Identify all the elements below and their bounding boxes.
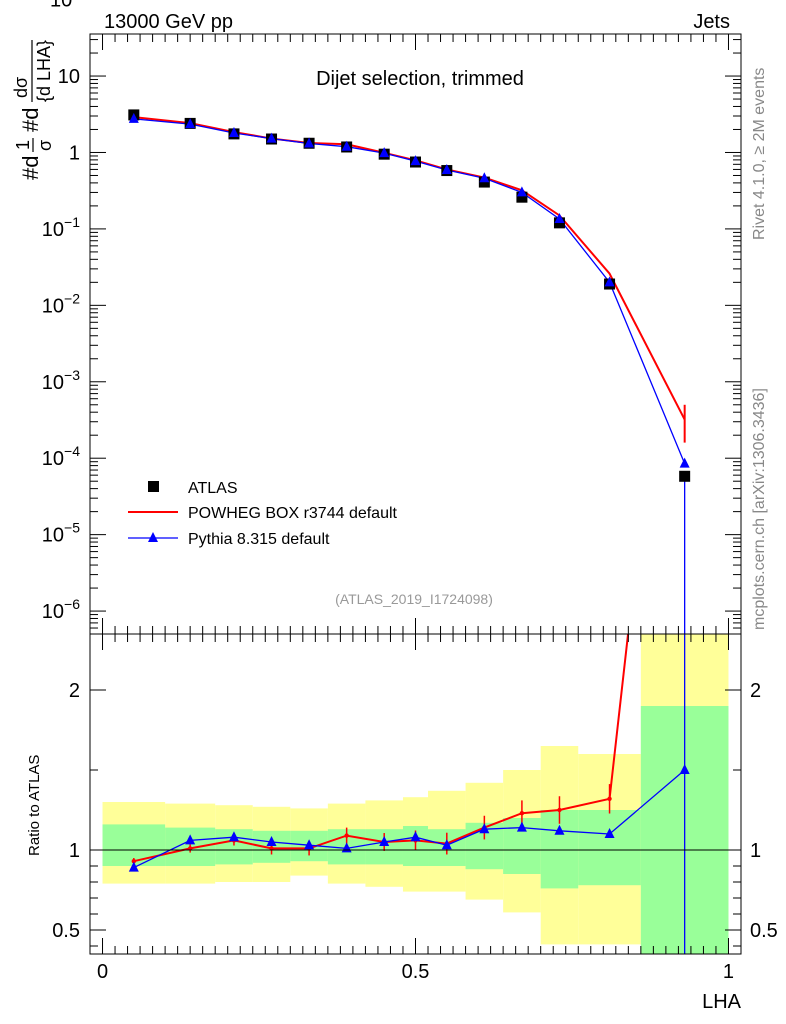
x-tick-label: 0.5: [402, 961, 430, 983]
pythia-ratio-point: [604, 828, 615, 838]
pythia-line: [133, 118, 686, 464]
x-tick-label: 0: [97, 961, 108, 983]
ratio-series: [128, 633, 690, 954]
ylabel-den: σ: [35, 140, 55, 151]
pythia-point: [266, 132, 277, 143]
pythia-point: [128, 112, 139, 123]
green-band-bin: [578, 810, 641, 886]
x-axis-label: LHA: [702, 991, 742, 1013]
main-series: [128, 109, 691, 634]
powheg-ratio-point: [344, 833, 349, 838]
pythia-ratio-point: [516, 821, 527, 832]
pythia-ratio-point: [379, 836, 390, 846]
pythia-point: [441, 163, 452, 174]
ratio-tick-label: 2: [69, 680, 80, 702]
main-x-ticks: [102, 34, 729, 634]
ratio-tick-label: 0.5: [52, 920, 80, 942]
ratio-tick-label-right: 2: [750, 680, 761, 702]
ratio-x-ticks: 0 0.5 1: [97, 634, 734, 983]
rivet-label: Rivet 4.1.0, ≥ 2M events: [751, 68, 768, 240]
y-tick-label: 10−5: [42, 520, 80, 547]
ylabel-den2: {d LHA}: [34, 40, 54, 102]
y-tick-label: 102: [50, 0, 80, 12]
header-left: 13000 GeV pp: [104, 11, 233, 33]
ylabel-num2: dσ: [11, 77, 31, 98]
pythia-ratio-point: [441, 839, 452, 850]
legend-label-pythia: Pythia 8.315 default: [188, 531, 330, 548]
pythia-point: [304, 137, 315, 148]
pythia-point: [379, 147, 390, 158]
ratio-y-ticks: 0.5 0.5 1 1 2 2: [52, 680, 778, 947]
y-tick-label: 10−3: [42, 367, 80, 394]
x-tick-label: 1: [723, 961, 734, 983]
mcplots-label: mcplots.cern.ch [arXiv:1306.3436]: [751, 388, 768, 630]
main-plot: Dijet selection, trimmed (ATLAS_2019_I17…: [42, 0, 742, 635]
pythia-point: [554, 212, 565, 223]
ratio-tick-label-right: 0.5: [750, 920, 778, 942]
legend-marker-atlas: [148, 481, 159, 492]
pythia-ratio-point: [304, 839, 315, 850]
pythia-point: [479, 172, 490, 183]
powheg-ratio-point: [557, 807, 562, 813]
ylabel-hash: #d: [18, 156, 43, 180]
pythia-ratio-point: [554, 824, 565, 835]
y-axis-label: #d 1 σ #d dσ {d LHA}: [11, 40, 55, 180]
y-tick-label: 10−4: [42, 443, 80, 470]
pythia-ratio-point: [410, 831, 421, 842]
ratio-tick-label-right: 1: [750, 840, 761, 862]
ratio-y-label: Ratio to ATLAS: [26, 755, 43, 856]
legend: ATLAS POWHEG BOX r3744 default Pythia 8.…: [128, 480, 398, 548]
ratio-bands: [102, 634, 729, 954]
pythia-point: [516, 186, 527, 197]
powheg-ratio-line: [133, 633, 630, 863]
pythia-ratio-point: [128, 861, 139, 872]
ylabel-num: 1: [13, 140, 33, 150]
legend-label-powheg: POWHEG BOX r3744 default: [188, 505, 398, 522]
plot-title: Dijet selection, trimmed: [316, 68, 524, 90]
pythia-point: [604, 276, 615, 287]
pythia-ratio-point: [228, 831, 239, 842]
reference-label: (ATLAS_2019_I1724098): [335, 591, 493, 607]
main-y-ticks: 102 10 1 10−1 10−2 10−3 10−4 10−5 10−6: [42, 0, 741, 629]
pythia-ratio-point: [679, 764, 690, 774]
ylabel-hash2: #d: [18, 108, 43, 132]
pythia-point: [185, 118, 196, 129]
powheg-ratio-point: [131, 859, 137, 864]
pythia-point: [341, 140, 352, 151]
pythia-point: [228, 126, 239, 137]
pythia-point: [679, 457, 690, 468]
pythia-point: [410, 155, 421, 166]
powheg-ratio-point: [607, 796, 612, 801]
pythia-ratio-line: [133, 769, 686, 869]
atlas-point: [516, 191, 528, 203]
y-tick-label: 10−2: [42, 290, 80, 317]
pythia-ratio-point: [185, 834, 196, 845]
ratio-plot: 0.5 0.51 12 2 0 0.5 1: [52, 633, 778, 983]
legend-marker-pythia: [148, 532, 158, 542]
header-right: Jets: [693, 11, 730, 33]
ratio-tick-label: 1: [69, 840, 80, 862]
powheg-line: [133, 116, 686, 421]
atlas-point: [679, 470, 691, 482]
y-tick-label: 10−6: [42, 596, 80, 623]
y-tick-label: 10: [58, 66, 80, 88]
legend-label-atlas: ATLAS: [188, 480, 238, 497]
powheg-ratio-point: [519, 811, 525, 816]
pythia-ratio-point: [266, 836, 277, 846]
y-tick-label: 10−1: [42, 214, 80, 241]
pythia-ratio-point: [479, 823, 490, 834]
y-tick-label: 1: [69, 142, 80, 164]
